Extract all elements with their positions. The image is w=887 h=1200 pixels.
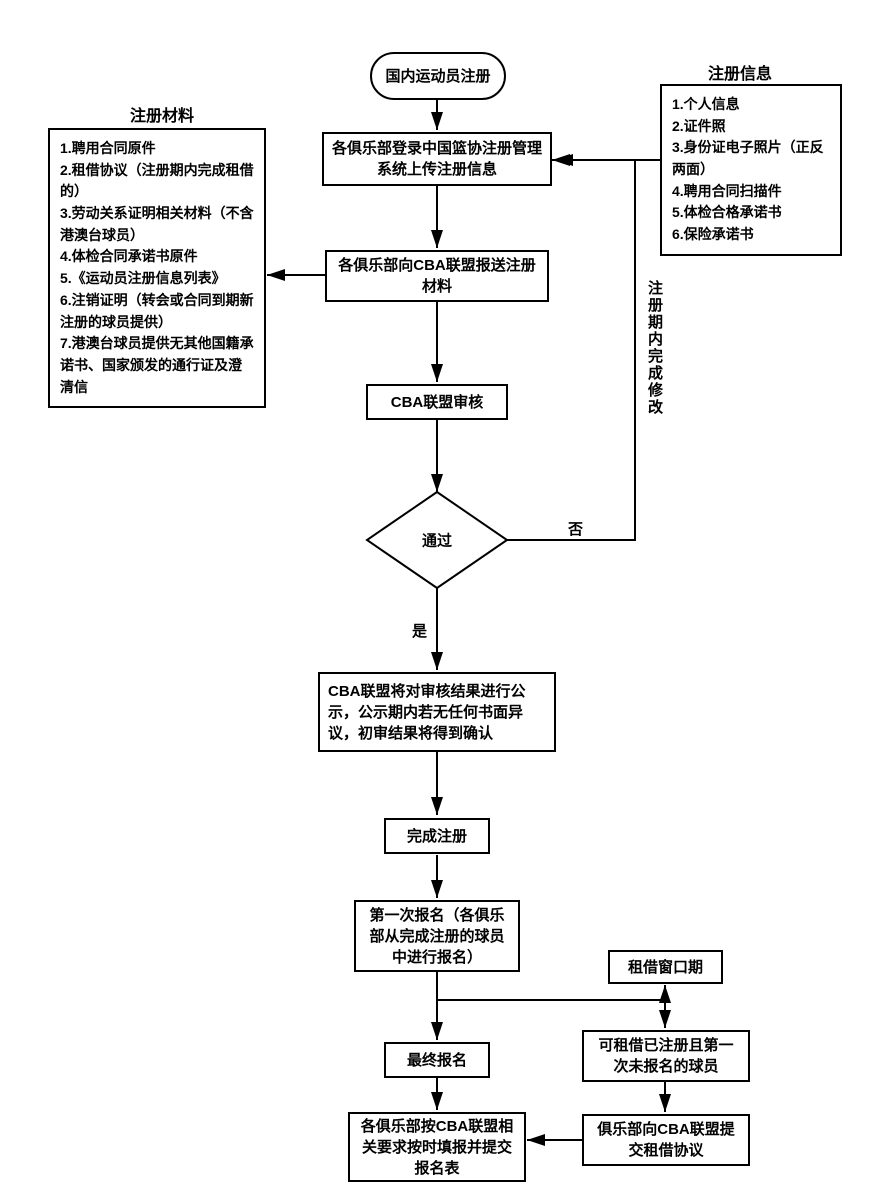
- process-publicize-label: CBA联盟将对审核结果进行公示，公示期内若无任何书面异议，初审结果将得到确认: [328, 681, 546, 744]
- process-loan-submit-label: 俱乐部向CBA联盟提交租借协议: [592, 1119, 740, 1161]
- side-left-item: 7.港澳台球员提供无其他国籍承诺书、国家颁发的通行证及澄清信: [60, 333, 254, 398]
- side-right-item: 1.个人信息: [672, 94, 830, 116]
- process-complete: 完成注册: [384, 818, 490, 854]
- process-upload-label: 各俱乐部登录中国篮协注册管理系统上传注册信息: [332, 138, 542, 180]
- decision-diamond: 通过: [367, 492, 507, 588]
- start-label: 国内运动员注册: [385, 66, 490, 87]
- process-first-signup-label: 第一次报名（各俱乐部从完成注册的球员中进行报名）: [364, 905, 510, 968]
- process-review: CBA联盟审核: [366, 384, 508, 420]
- process-loan-window-label: 租借窗口期: [628, 957, 703, 978]
- side-left-item: 3.劳动关系证明相关材料（不含港澳台球员）: [60, 203, 254, 246]
- side-left-item: 2.租借协议（注册期内完成租借的）: [60, 160, 254, 203]
- process-review-label: CBA联盟审核: [391, 392, 484, 413]
- process-submit-materials: 各俱乐部向CBA联盟报送注册材料: [325, 250, 549, 302]
- side-left-title: 注册材料: [112, 102, 212, 126]
- side-right-item: 3.身份证电子照片（正反两面）: [672, 137, 830, 180]
- side-left-box: 1.聘用合同原件 2.租借协议（注册期内完成租借的） 3.劳动关系证明相关材料（…: [48, 128, 266, 408]
- process-complete-label: 完成注册: [407, 826, 467, 847]
- side-right-item: 4.聘用合同扫描件: [672, 181, 830, 203]
- side-left-item: 5.《运动员注册信息列表》: [60, 268, 254, 290]
- start-node: 国内运动员注册: [370, 52, 506, 100]
- process-submit-form: 各俱乐部按CBA联盟相关要求按时填报并提交报名表: [348, 1112, 526, 1182]
- side-right-item: 2.证件照: [672, 116, 830, 138]
- side-right-title: 注册信息: [690, 60, 790, 84]
- process-loan-window: 租借窗口期: [608, 950, 723, 984]
- process-loan-eligible-label: 可租借已注册且第一次未报名的球员: [592, 1035, 740, 1077]
- side-right-box: 1.个人信息 2.证件照 3.身份证电子照片（正反两面） 4.聘用合同扫描件 5…: [660, 84, 842, 256]
- process-loan-eligible: 可租借已注册且第一次未报名的球员: [582, 1030, 750, 1082]
- process-submit-form-label: 各俱乐部按CBA联盟相关要求按时填报并提交报名表: [358, 1116, 516, 1179]
- side-left-item: 4.体检合同承诺书原件: [60, 246, 254, 268]
- side-right-item: 6.保险承诺书: [672, 224, 830, 246]
- edge-label-yes: 是: [412, 620, 427, 641]
- edge-label-loop: 注册期内完成修改: [644, 280, 665, 416]
- edge-label-no: 否: [568, 518, 583, 539]
- process-upload: 各俱乐部登录中国篮协注册管理系统上传注册信息: [322, 132, 552, 186]
- process-publicize: CBA联盟将对审核结果进行公示，公示期内若无任何书面异议，初审结果将得到确认: [318, 672, 556, 752]
- side-left-item: 1.聘用合同原件: [60, 138, 254, 160]
- process-first-signup: 第一次报名（各俱乐部从完成注册的球员中进行报名）: [354, 900, 520, 972]
- side-right-item: 5.体检合格承诺书: [672, 202, 830, 224]
- process-submit-materials-label: 各俱乐部向CBA联盟报送注册材料: [335, 255, 539, 297]
- process-loan-submit: 俱乐部向CBA联盟提交租借协议: [582, 1114, 750, 1166]
- decision-label: 通过: [367, 530, 507, 551]
- side-left-item: 6.注销证明（转会或合同到期新注册的球员提供）: [60, 290, 254, 333]
- process-final-signup: 最终报名: [384, 1042, 490, 1078]
- process-final-signup-label: 最终报名: [407, 1050, 467, 1071]
